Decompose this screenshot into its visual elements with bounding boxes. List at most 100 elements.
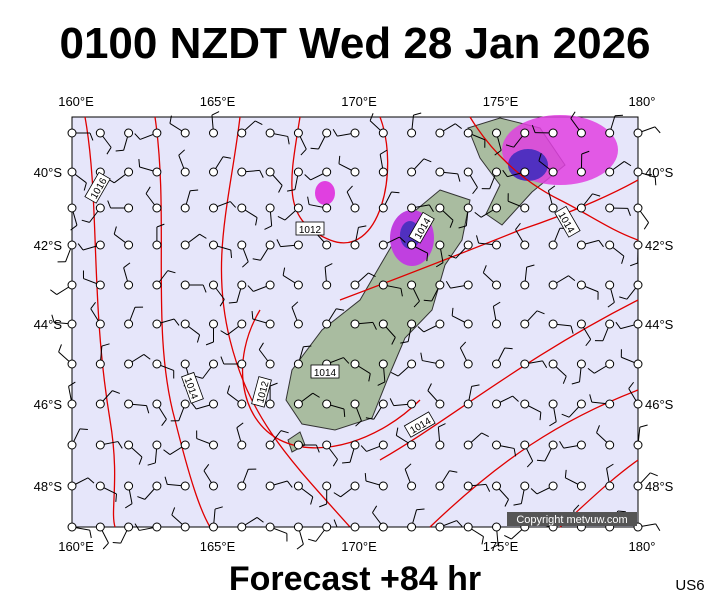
wind-barb-tick xyxy=(315,444,320,453)
station xyxy=(209,203,218,213)
wind-barb-tick xyxy=(504,499,509,507)
wind-barb-tick xyxy=(264,225,272,230)
station xyxy=(463,440,473,450)
wind-barb-tick xyxy=(458,225,467,229)
wind-barb-tick xyxy=(438,423,446,428)
station xyxy=(463,240,473,250)
wind-barb-tick xyxy=(399,236,406,243)
station xyxy=(576,128,586,138)
wind-barb-tick xyxy=(623,160,632,167)
station xyxy=(124,440,134,450)
contour-label-box xyxy=(84,171,111,204)
contour-label-box xyxy=(408,211,435,244)
wind-barb-tick xyxy=(280,430,289,434)
wind-barb-tick xyxy=(123,262,131,269)
wind-barb-tick xyxy=(138,456,143,465)
station xyxy=(633,399,643,409)
station xyxy=(520,203,530,213)
station xyxy=(463,359,473,369)
wind-barb-tick xyxy=(617,510,626,513)
station xyxy=(548,240,558,250)
wind-barb-tick xyxy=(404,463,412,470)
station xyxy=(576,359,586,369)
station xyxy=(576,440,586,450)
station xyxy=(265,128,275,138)
copyright-box xyxy=(507,512,637,526)
station xyxy=(350,128,360,138)
station xyxy=(237,522,247,532)
station xyxy=(265,319,275,329)
station xyxy=(67,481,77,491)
wind-barb-tick xyxy=(372,322,377,330)
station xyxy=(322,128,332,138)
wind-barb-tick xyxy=(368,272,376,278)
wind-barb-tick xyxy=(360,445,367,452)
station xyxy=(463,319,473,329)
station xyxy=(378,128,388,138)
station xyxy=(209,481,218,491)
station xyxy=(237,128,247,138)
wind-barb-tick xyxy=(423,299,432,302)
station xyxy=(378,481,388,491)
station xyxy=(209,440,218,450)
wind-barb-tick xyxy=(226,385,231,394)
station xyxy=(265,167,275,177)
station xyxy=(492,167,501,177)
station xyxy=(67,359,77,369)
wind-barb-tick xyxy=(581,150,590,155)
wind-barb-tick xyxy=(512,395,519,402)
station xyxy=(180,280,190,290)
station xyxy=(605,128,615,138)
wind-barb-tick xyxy=(481,536,484,545)
lat-label-right: 46°S xyxy=(645,397,674,412)
wind-barb-tick xyxy=(369,113,374,121)
station xyxy=(124,522,134,532)
station xyxy=(492,319,501,329)
wind-barb-tick xyxy=(513,503,522,506)
wind-barb-tick xyxy=(427,383,432,391)
wind-barb-tick xyxy=(570,325,574,334)
wind-barb-tick xyxy=(156,223,165,228)
station xyxy=(322,440,332,450)
wind-barb-tick xyxy=(310,147,319,150)
station xyxy=(237,167,247,177)
station xyxy=(180,128,190,138)
wind-barb-tick xyxy=(169,115,172,124)
wind-barb-tick xyxy=(89,132,94,141)
station xyxy=(605,203,615,213)
station xyxy=(265,440,275,450)
station xyxy=(435,440,445,450)
wind-barb-tick xyxy=(89,530,92,539)
station xyxy=(237,203,247,213)
wind-barb-tick xyxy=(531,125,536,133)
lon-label-bottom: 170°E xyxy=(341,539,377,554)
wind-barb-tick xyxy=(639,424,648,428)
station xyxy=(605,440,615,450)
wind-barb-tick xyxy=(654,126,661,134)
station xyxy=(520,399,530,409)
wind-barb-tick xyxy=(228,301,237,304)
station xyxy=(209,280,218,290)
wind-barb-tick xyxy=(336,308,345,311)
wind-barb-tick xyxy=(90,302,96,310)
station xyxy=(548,203,558,213)
wind-barb-tick xyxy=(203,464,210,472)
wind-barb-tick xyxy=(171,507,176,516)
station xyxy=(237,440,247,450)
lat-label-right: 40°S xyxy=(645,165,674,180)
station xyxy=(435,359,445,369)
station xyxy=(350,359,360,369)
station xyxy=(67,203,77,213)
station xyxy=(492,359,501,369)
wind-barb-tick xyxy=(300,148,307,156)
wind-barb-tick xyxy=(161,418,167,426)
station xyxy=(209,399,218,409)
wind-barb-tick xyxy=(628,381,635,389)
wind-barb-tick xyxy=(428,204,434,212)
wind-barb-tick xyxy=(163,449,171,455)
station xyxy=(520,128,530,138)
station xyxy=(322,319,332,329)
station xyxy=(124,399,134,409)
wind-barb-tick xyxy=(143,354,151,360)
station xyxy=(378,203,388,213)
